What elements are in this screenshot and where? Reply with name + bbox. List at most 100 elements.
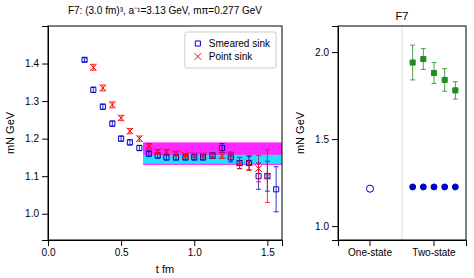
point — [431, 70, 436, 75]
point — [366, 185, 373, 192]
tick-mark — [332, 139, 338, 140]
tick-label: 1.2 — [25, 133, 39, 144]
legend-symbol — [195, 41, 200, 46]
tick: 1.4 — [25, 58, 48, 69]
error-bar — [256, 156, 261, 182]
tick-mark — [42, 176, 48, 177]
tick: Two-state — [412, 240, 456, 258]
error-bar — [119, 136, 124, 141]
error-bar — [220, 144, 225, 153]
point — [200, 152, 207, 159]
point — [100, 85, 107, 92]
error-bar — [265, 150, 270, 203]
tick-mark — [194, 240, 195, 246]
point — [82, 57, 87, 62]
point — [452, 184, 458, 190]
error-bar — [127, 128, 132, 133]
error-bar — [146, 144, 151, 149]
point — [255, 165, 262, 172]
error-bar — [432, 63, 437, 84]
error-bar — [146, 151, 151, 156]
point — [137, 145, 142, 150]
chart-root: 1.01.11.21.31.40.00.51.01.5F7: (3.0 fm)³… — [0, 0, 474, 278]
error-bar — [237, 157, 242, 168]
point — [109, 102, 116, 109]
point — [264, 173, 271, 180]
point — [219, 152, 226, 159]
separator — [402, 26, 403, 240]
point — [210, 153, 215, 158]
tick-mark — [42, 214, 48, 215]
frame — [338, 26, 466, 240]
error-bar — [237, 157, 242, 168]
error-bar — [100, 104, 105, 109]
point — [146, 151, 151, 156]
tick-label: Two-state — [412, 247, 456, 258]
error-bar — [274, 167, 279, 212]
tick: 2.0 — [315, 47, 338, 58]
y-axis-label: mN GeV — [4, 111, 16, 154]
tick: One-state — [348, 240, 392, 258]
tick-mark — [434, 240, 435, 246]
tick: 0.0 — [42, 240, 56, 258]
series — [82, 57, 279, 212]
axis-line — [332, 27, 339, 241]
point — [119, 136, 124, 141]
point — [246, 160, 253, 167]
point — [182, 152, 189, 159]
point — [173, 150, 180, 157]
plot-area — [82, 57, 282, 212]
tick-label: 1.3 — [25, 96, 39, 107]
tick: 1.0 — [315, 221, 338, 232]
point — [100, 104, 105, 109]
tick-mark — [332, 226, 338, 227]
axis-line — [49, 241, 283, 247]
y-axis: 1.01.52.0 — [315, 27, 338, 241]
error-bar — [247, 156, 252, 170]
tick-mark — [42, 139, 48, 140]
error-bar — [110, 121, 115, 126]
tick-mark — [267, 240, 268, 246]
point — [420, 184, 426, 190]
tick-mark — [42, 64, 48, 65]
x-axis: One-state Two-state — [339, 240, 467, 258]
tick-label: 1.0 — [315, 221, 329, 232]
error-bar — [127, 140, 132, 145]
point — [228, 152, 235, 159]
axis-line — [42, 27, 49, 241]
error-bar — [210, 153, 215, 158]
tick-mark — [121, 240, 122, 246]
tick: 1.2 — [25, 133, 48, 144]
tick: 1.1 — [25, 171, 48, 182]
point — [146, 143, 153, 150]
error-bar — [119, 115, 124, 120]
y-axis: 1.0 1.1 1.2 1.3 1.4 — [25, 27, 48, 241]
error-bar — [220, 153, 225, 159]
point — [164, 155, 169, 160]
tick-mark — [332, 52, 338, 53]
error-bar — [100, 85, 105, 91]
title: F7: (3.0 fm)³, a⁻¹=3.13 GeV, mπ=0.277 Ge… — [68, 5, 262, 16]
panel: 1.01.52.0One-stateTwo-stateF7mN GeV — [294, 10, 467, 258]
point — [431, 184, 437, 190]
tick-mark — [370, 240, 371, 246]
panel: 1.01.11.21.31.40.00.51.01.5F7: (3.0 fm)³… — [4, 5, 283, 275]
tick-label: 1.1 — [25, 171, 39, 182]
point — [209, 152, 216, 159]
tick: 0.5 — [115, 240, 129, 258]
error-bar — [442, 69, 447, 92]
series — [410, 184, 459, 190]
tick: 1.0 — [25, 208, 48, 219]
tick: 1.3 — [25, 96, 48, 107]
error-bar — [421, 49, 426, 70]
legend-label: Smeared sink — [209, 38, 271, 49]
point — [442, 77, 447, 82]
point — [236, 160, 243, 167]
error-bar — [82, 58, 87, 62]
point — [90, 64, 97, 71]
title: F7 — [396, 10, 409, 22]
point — [91, 87, 96, 92]
legend: Smeared sinkPoint sink — [185, 32, 276, 68]
point — [163, 148, 170, 155]
point — [191, 152, 198, 159]
